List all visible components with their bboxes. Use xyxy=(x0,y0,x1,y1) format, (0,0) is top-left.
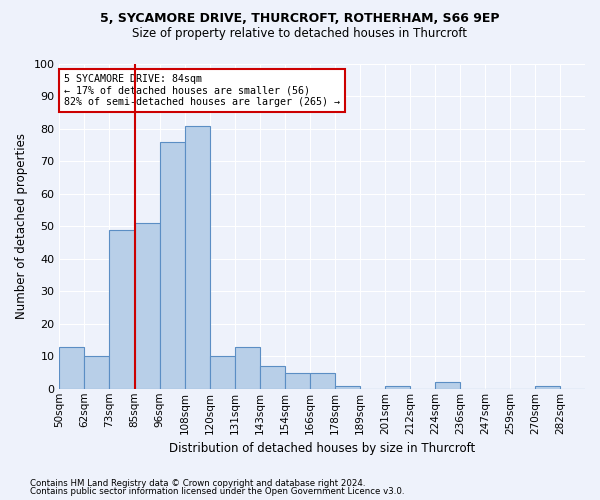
Bar xyxy=(235,346,260,389)
Text: Contains public sector information licensed under the Open Government Licence v3: Contains public sector information licen… xyxy=(30,487,404,496)
Bar xyxy=(260,366,284,389)
Bar xyxy=(535,386,560,389)
Bar xyxy=(185,126,209,389)
Y-axis label: Number of detached properties: Number of detached properties xyxy=(15,134,28,320)
Bar xyxy=(435,382,460,389)
Bar xyxy=(85,356,109,389)
Text: Size of property relative to detached houses in Thurcroft: Size of property relative to detached ho… xyxy=(133,28,467,40)
Bar xyxy=(310,372,335,389)
Bar xyxy=(335,386,360,389)
X-axis label: Distribution of detached houses by size in Thurcroft: Distribution of detached houses by size … xyxy=(169,442,475,455)
Bar xyxy=(385,386,410,389)
Bar xyxy=(284,372,310,389)
Bar xyxy=(109,230,134,389)
Text: Contains HM Land Registry data © Crown copyright and database right 2024.: Contains HM Land Registry data © Crown c… xyxy=(30,478,365,488)
Bar xyxy=(209,356,235,389)
Bar xyxy=(59,346,85,389)
Bar xyxy=(134,223,160,389)
Text: 5 SYCAMORE DRIVE: 84sqm
← 17% of detached houses are smaller (56)
82% of semi-de: 5 SYCAMORE DRIVE: 84sqm ← 17% of detache… xyxy=(64,74,340,107)
Text: 5, SYCAMORE DRIVE, THURCROFT, ROTHERHAM, S66 9EP: 5, SYCAMORE DRIVE, THURCROFT, ROTHERHAM,… xyxy=(100,12,500,26)
Bar xyxy=(160,142,185,389)
